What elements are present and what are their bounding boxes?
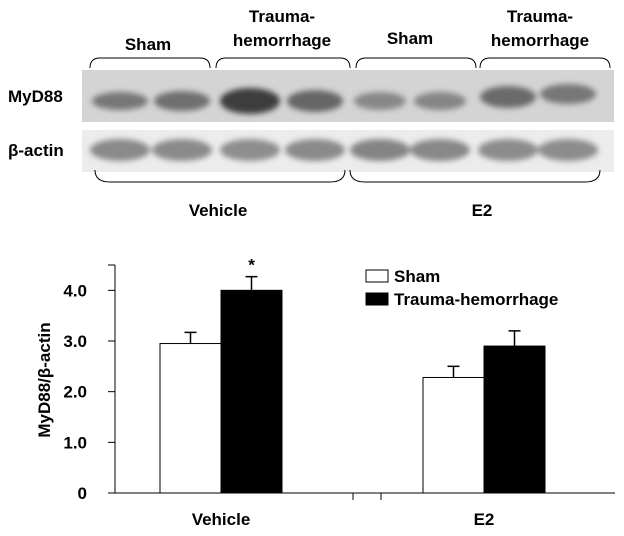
legend-swatch: [365, 269, 389, 283]
y-tick-label: 1.0: [63, 433, 87, 452]
row-label: β-actin: [8, 141, 64, 160]
lane-label: Sham: [387, 29, 433, 48]
y-tick-label: 3.0: [63, 332, 87, 351]
legend-label: Sham: [394, 267, 440, 286]
legend-swatch: [365, 292, 389, 306]
y-tick-label: 0: [78, 484, 87, 503]
lane-label: hemorrhage: [491, 31, 589, 50]
x-tick-label: Vehicle: [192, 510, 251, 529]
row-label: MyD88: [8, 87, 63, 106]
treatment-label: Vehicle: [189, 201, 248, 220]
y-tick-label: 4.0: [63, 281, 87, 300]
x-tick-label: E2: [474, 510, 495, 529]
bar: [483, 345, 546, 494]
bar: [422, 376, 485, 494]
bar: [220, 289, 283, 494]
lane-label: hemorrhage: [233, 31, 331, 50]
annotation: *: [248, 256, 255, 275]
bar-chart: 0 1.0 2.0 3.0 4.0 Vehicle E2 * Sham Trauma-hemorr…: [63, 256, 615, 529]
lane-label: Sham: [125, 35, 171, 54]
y-axis-title: MyD88/β-actin: [35, 322, 54, 437]
lane-label: Trauma-: [507, 7, 573, 26]
bar: [159, 343, 222, 494]
blot-bands: [90, 139, 598, 161]
y-tick-label: 2.0: [63, 383, 87, 402]
treatment-label: E2: [472, 201, 493, 220]
legend-label: Trauma-hemorrhage: [394, 290, 558, 309]
lane-label: Trauma-: [249, 7, 315, 26]
blot-bands: [92, 84, 596, 114]
brackets: [89, 57, 611, 183]
